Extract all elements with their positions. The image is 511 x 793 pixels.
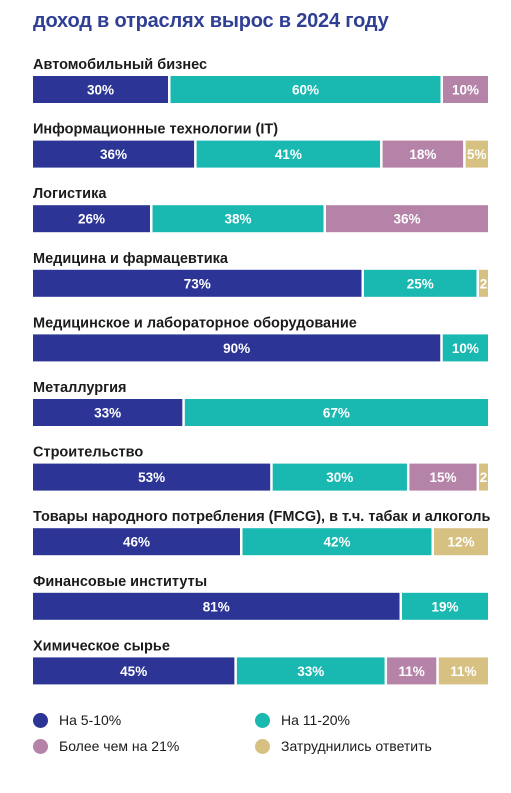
category-label: Товары народного потребления (FMCG), в т… bbox=[33, 509, 491, 525]
bar-segment bbox=[434, 528, 488, 556]
bar-segment bbox=[236, 657, 385, 685]
bar-segment bbox=[402, 592, 488, 620]
bar-segment bbox=[479, 463, 488, 491]
legend-item-over-21: Более чем на 21% bbox=[33, 738, 179, 754]
data-label: 26% bbox=[78, 212, 105, 227]
data-label: 33% bbox=[94, 406, 121, 421]
data-label: 30% bbox=[87, 83, 114, 98]
chart-legend: На 5-10% На 11-20% Более чем на 21% Затр… bbox=[33, 708, 493, 768]
category-label: Финансовые институты bbox=[33, 574, 207, 590]
data-label: 12% bbox=[447, 535, 474, 550]
data-label: 36% bbox=[393, 212, 420, 227]
legend-item-5-10: На 5-10% bbox=[33, 712, 121, 728]
bar-segment bbox=[272, 463, 407, 491]
bar-segment bbox=[170, 76, 441, 103]
data-label: 81% bbox=[203, 599, 230, 614]
bar-segment bbox=[33, 76, 168, 103]
bar-segment bbox=[33, 592, 400, 620]
data-label: 10% bbox=[452, 341, 479, 356]
data-label: 2 bbox=[480, 470, 488, 485]
bar-segment bbox=[184, 399, 488, 426]
bar-segment bbox=[364, 269, 477, 297]
bar-segment bbox=[33, 528, 240, 556]
category-label: Строительство bbox=[33, 445, 143, 461]
category-label: Информационные технологии (IT) bbox=[33, 122, 278, 138]
stacked-bar-chart: Автомобильный бизнес 30% 60% 10% Информацион… bbox=[33, 57, 491, 685]
data-label: 11% bbox=[450, 664, 476, 679]
bar-segment bbox=[409, 463, 477, 491]
legend-label: Затруднились ответить bbox=[281, 738, 432, 754]
bar-segment bbox=[465, 140, 489, 168]
bar-segment bbox=[242, 528, 432, 556]
bar-segment bbox=[33, 205, 150, 233]
bar-segment bbox=[33, 399, 183, 426]
bar-segment bbox=[443, 76, 488, 103]
bar-segment bbox=[152, 205, 324, 233]
bar-segment bbox=[33, 269, 362, 297]
legend-swatch bbox=[33, 712, 48, 728]
bar-segment bbox=[196, 140, 381, 168]
legend-label: Более чем на 21% bbox=[59, 738, 180, 754]
data-label: 10% bbox=[452, 83, 479, 98]
bar-segment bbox=[33, 463, 271, 491]
data-label: 19% bbox=[431, 599, 458, 614]
category-label: Автомобильный бизнес bbox=[33, 57, 207, 73]
bar-segment bbox=[442, 334, 488, 362]
chart-title: доход в отраслях вырос в 2024 году bbox=[33, 10, 389, 32]
legend-item-undecided: Затруднились ответить bbox=[255, 738, 432, 754]
data-label: 2 bbox=[480, 276, 488, 291]
category-label: Металлургия bbox=[33, 380, 127, 396]
legend-label: На 11-20% bbox=[281, 712, 351, 728]
legend-label: На 5-10% bbox=[59, 712, 122, 728]
category-label: Химическое сырье bbox=[33, 638, 170, 654]
data-label: 90% bbox=[223, 341, 250, 356]
legend-item-11-20: На 11-20% bbox=[255, 712, 350, 728]
data-label: 25% bbox=[407, 276, 434, 291]
data-label: 41% bbox=[275, 147, 302, 162]
bar-segment bbox=[33, 657, 235, 685]
data-label: 60% bbox=[292, 83, 319, 98]
data-label: 46% bbox=[123, 535, 150, 550]
bar-segment bbox=[33, 140, 195, 168]
bar-segment bbox=[438, 657, 489, 685]
bar-segment bbox=[326, 205, 488, 233]
bar-segment bbox=[382, 140, 464, 168]
legend-swatch bbox=[33, 738, 48, 754]
bar-segment bbox=[387, 657, 437, 685]
data-label: 36% bbox=[100, 147, 127, 162]
data-label: 11% bbox=[399, 664, 425, 679]
data-label: 42% bbox=[323, 535, 350, 550]
legend-swatch bbox=[255, 738, 270, 754]
bar-segment bbox=[479, 269, 488, 297]
category-label: Медицинское и лабораторное оборудование bbox=[33, 315, 357, 331]
category-label: Логистика bbox=[33, 186, 107, 202]
category-label: Медицина и фармацевтика bbox=[33, 251, 229, 267]
legend-swatch bbox=[255, 712, 270, 728]
data-label: 18% bbox=[409, 147, 436, 162]
data-label: 45% bbox=[120, 664, 147, 679]
data-label: 53% bbox=[138, 470, 165, 485]
data-label: 38% bbox=[224, 212, 251, 227]
data-label: 67% bbox=[323, 406, 350, 421]
data-label: 30% bbox=[326, 470, 353, 485]
data-label: 33% bbox=[297, 664, 324, 679]
data-label: 15% bbox=[429, 470, 456, 485]
data-label: 5% bbox=[467, 147, 487, 162]
bar-segment bbox=[33, 334, 441, 362]
data-label: 73% bbox=[184, 276, 211, 291]
